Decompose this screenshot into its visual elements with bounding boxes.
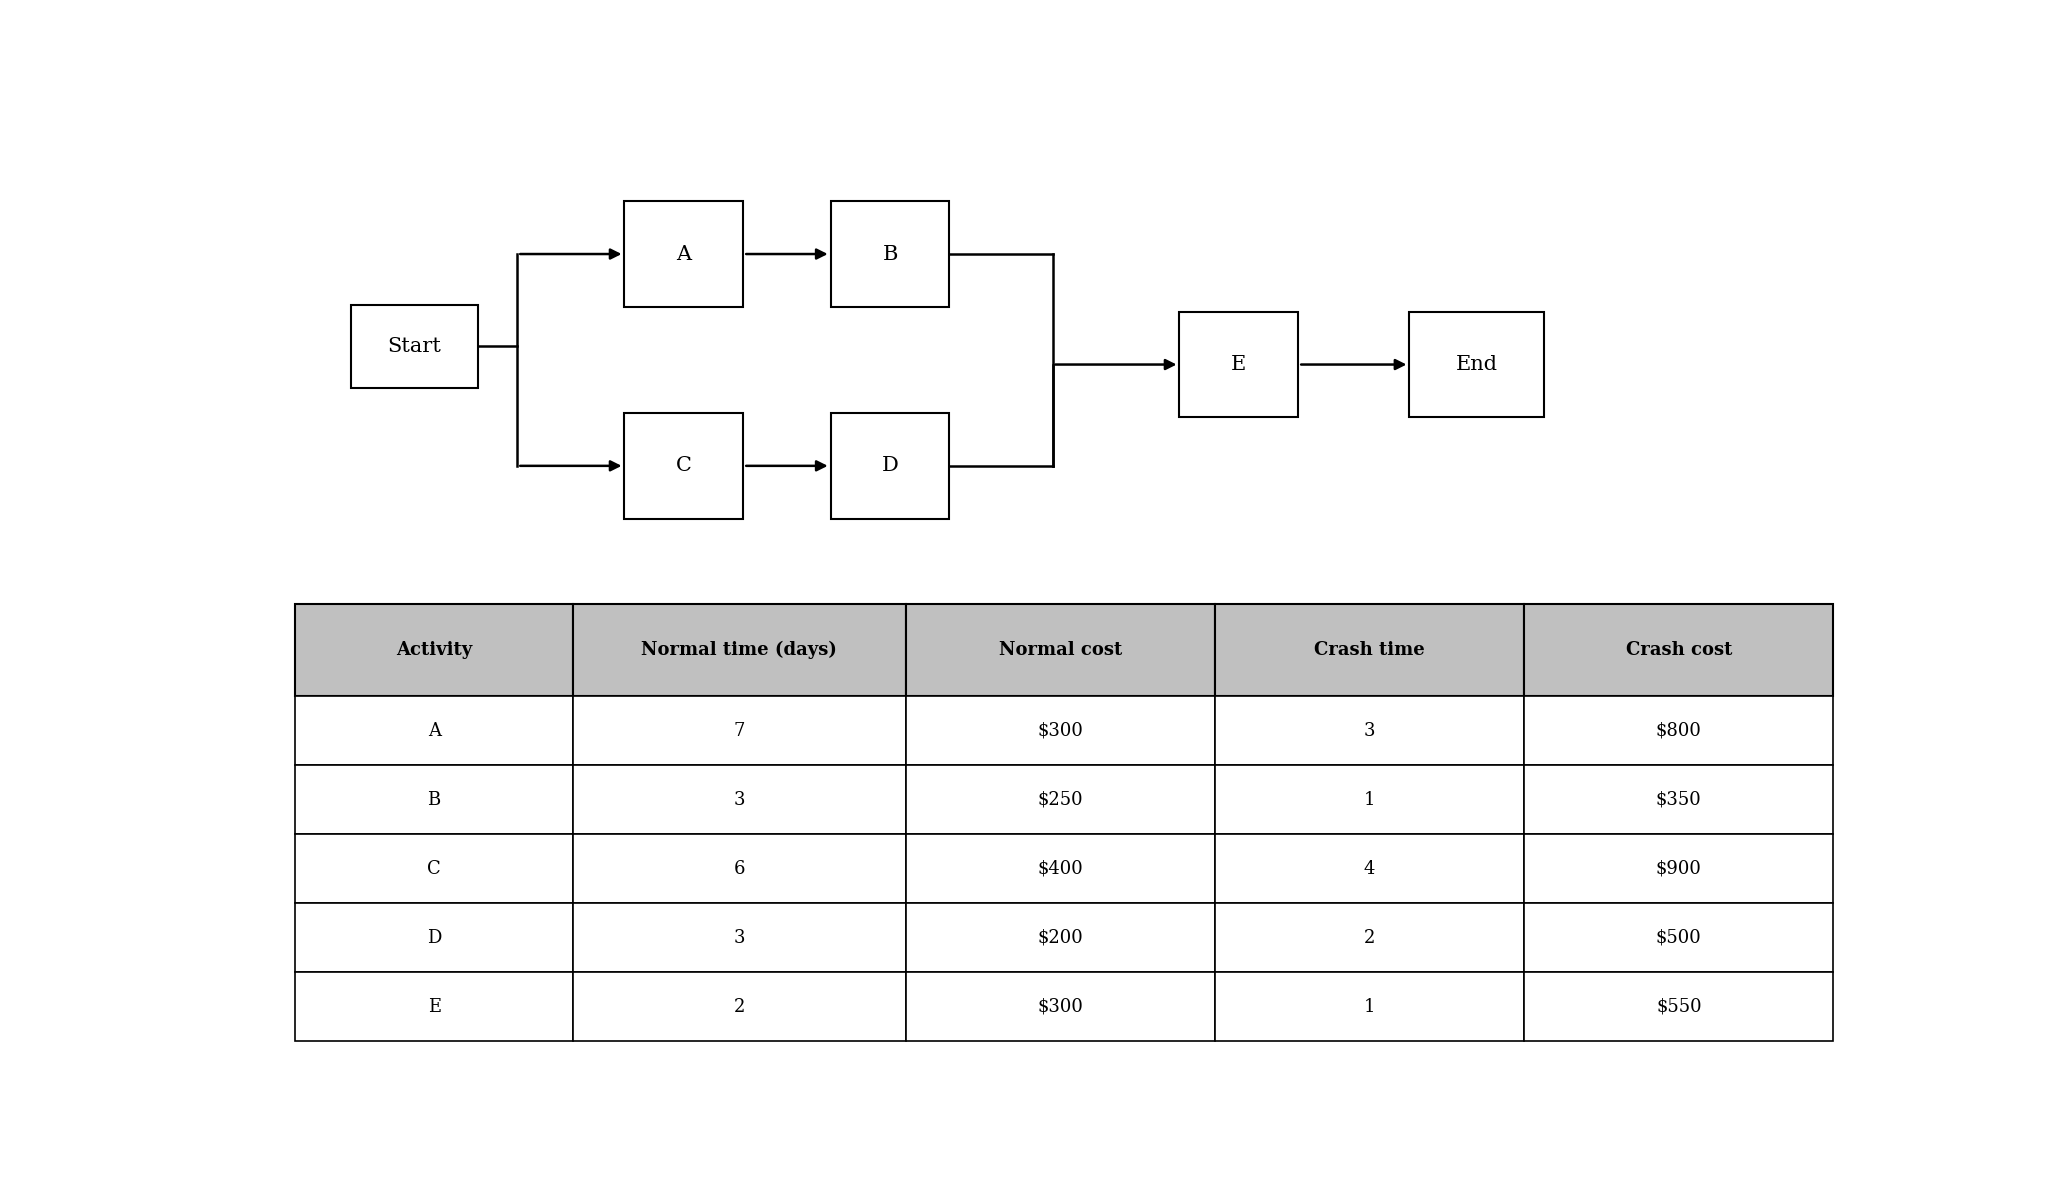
Bar: [1215, 765, 1524, 835]
Text: $300: $300: [1037, 997, 1084, 1015]
Text: 3: 3: [1365, 721, 1375, 739]
Bar: [1215, 696, 1524, 765]
Bar: [295, 903, 573, 972]
Bar: [906, 835, 1215, 903]
Text: 3: 3: [735, 929, 745, 947]
Bar: [906, 696, 1215, 765]
Text: 3: 3: [735, 791, 745, 808]
Text: D: D: [428, 929, 442, 947]
Bar: [1524, 903, 1833, 972]
Text: 2: 2: [1365, 929, 1375, 947]
Bar: [1215, 835, 1524, 903]
Bar: [295, 765, 573, 835]
Text: Activity: Activity: [397, 641, 473, 659]
Text: $200: $200: [1037, 929, 1082, 947]
Bar: [906, 604, 1215, 696]
Text: Crash cost: Crash cost: [1627, 641, 1733, 659]
Text: Normal cost: Normal cost: [998, 641, 1121, 659]
Bar: [573, 765, 906, 835]
Bar: [906, 765, 1215, 835]
Bar: [1215, 972, 1524, 1042]
Bar: [624, 201, 743, 307]
Text: 7: 7: [735, 721, 745, 739]
Text: End: End: [1455, 355, 1498, 374]
Text: Crash time: Crash time: [1314, 641, 1426, 659]
Text: 1: 1: [1365, 791, 1375, 808]
Bar: [1410, 312, 1545, 417]
Bar: [573, 604, 906, 696]
Bar: [295, 604, 573, 696]
Bar: [1178, 312, 1299, 417]
Text: 1: 1: [1365, 997, 1375, 1015]
Text: Normal time (days): Normal time (days): [642, 641, 837, 659]
Bar: [831, 201, 949, 307]
Text: $400: $400: [1037, 860, 1082, 878]
Text: B: B: [428, 791, 440, 808]
Text: A: A: [677, 244, 692, 263]
Text: B: B: [882, 244, 898, 263]
Text: $250: $250: [1037, 791, 1082, 808]
Bar: [1524, 604, 1833, 696]
Bar: [624, 413, 743, 519]
Text: $800: $800: [1655, 721, 1702, 739]
Bar: [352, 305, 479, 388]
Bar: [906, 903, 1215, 972]
Text: E: E: [1232, 355, 1246, 374]
Bar: [295, 835, 573, 903]
Text: $300: $300: [1037, 721, 1084, 739]
Text: $500: $500: [1655, 929, 1702, 947]
Bar: [1524, 765, 1833, 835]
Bar: [831, 413, 949, 519]
Bar: [1215, 604, 1524, 696]
Text: 2: 2: [735, 997, 745, 1015]
Text: $350: $350: [1655, 791, 1702, 808]
Bar: [573, 696, 906, 765]
Text: D: D: [882, 457, 898, 475]
Bar: [295, 696, 573, 765]
Text: Start: Start: [387, 336, 442, 355]
Bar: [1524, 696, 1833, 765]
Text: A: A: [428, 721, 440, 739]
Bar: [573, 972, 906, 1042]
Text: 4: 4: [1365, 860, 1375, 878]
Bar: [573, 903, 906, 972]
Bar: [1215, 903, 1524, 972]
Text: 6: 6: [735, 860, 745, 878]
Bar: [1524, 835, 1833, 903]
Bar: [573, 835, 906, 903]
Text: $900: $900: [1655, 860, 1702, 878]
Bar: [906, 972, 1215, 1042]
Bar: [1524, 972, 1833, 1042]
Bar: [295, 972, 573, 1042]
Text: C: C: [428, 860, 442, 878]
Text: $550: $550: [1655, 997, 1702, 1015]
Text: C: C: [675, 457, 692, 475]
Text: E: E: [428, 997, 440, 1015]
